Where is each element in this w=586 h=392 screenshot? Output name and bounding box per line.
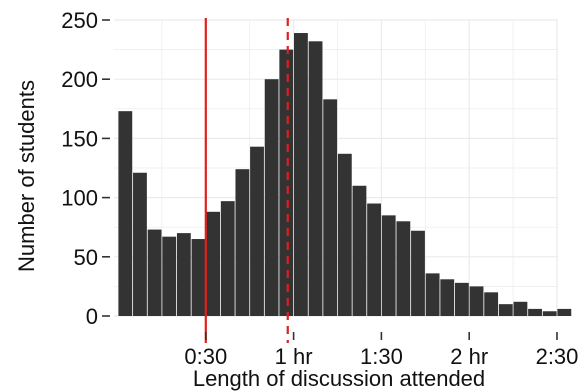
histogram-bar — [118, 111, 133, 316]
histogram-bar — [323, 99, 338, 316]
histogram-bar — [528, 308, 542, 316]
axis-ticks: 0 50 100 150 200 250 0:30 1 hr 1:30 2 hr 2:30 — [61, 8, 578, 369]
histogram-bar — [264, 79, 279, 316]
histogram-bar — [454, 282, 469, 316]
histogram-bar — [294, 33, 308, 317]
y-axis-title: Number of students — [14, 80, 39, 272]
y-tick-label: 50 — [74, 245, 98, 270]
reference-lines — [204, 18, 289, 343]
bars — [118, 33, 572, 317]
histogram-bar — [411, 230, 425, 316]
histogram-bar — [337, 153, 352, 316]
histogram-bar — [367, 203, 381, 316]
histogram-bar — [352, 185, 367, 316]
y-tick-label: 250 — [61, 8, 98, 33]
x-tick-label: 1 hr — [275, 344, 313, 369]
x-tick-label: 1:30 — [360, 344, 403, 369]
histogram-bar — [498, 304, 513, 316]
histogram-bar — [484, 292, 499, 316]
histogram-bar — [191, 239, 206, 316]
histogram-bar — [381, 215, 396, 316]
histogram-bar — [513, 301, 528, 316]
histogram-bar — [396, 221, 411, 316]
y-tick-label: 100 — [61, 186, 98, 211]
histogram-bar — [542, 311, 557, 316]
histogram-bar — [557, 308, 572, 316]
histogram-bar — [162, 236, 177, 316]
histogram-bar — [250, 146, 264, 316]
y-tick-label: 0 — [86, 304, 98, 329]
x-tick-label: 0:30 — [184, 344, 227, 369]
histogram-bar — [469, 286, 484, 316]
x-tick-label: 2 hr — [450, 344, 488, 369]
histogram-bar — [425, 273, 440, 316]
histogram-bar — [133, 172, 147, 316]
histogram-bar — [147, 229, 162, 316]
histogram-bar — [235, 169, 250, 316]
histogram-bar — [440, 279, 455, 316]
histogram-bar — [308, 41, 323, 316]
histogram-bar — [176, 233, 191, 316]
histogram-bar — [206, 211, 221, 316]
y-tick-label: 200 — [61, 67, 98, 92]
histogram-bar — [220, 201, 235, 316]
x-tick-label: 2:30 — [536, 344, 579, 369]
histogram-bar — [279, 49, 294, 316]
x-axis-title: Length of discussion attended — [193, 366, 485, 391]
y-tick-label: 150 — [61, 126, 98, 151]
